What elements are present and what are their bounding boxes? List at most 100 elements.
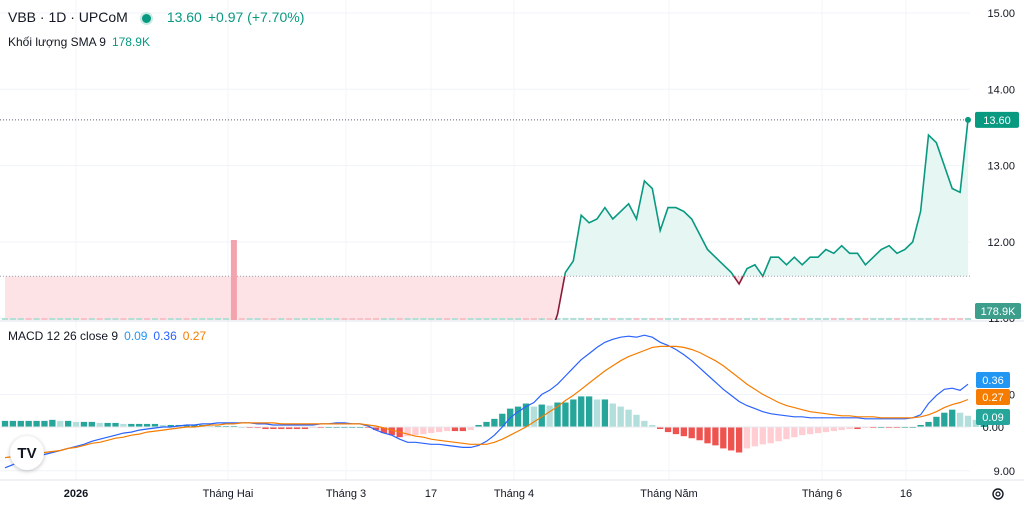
macd-histogram-bar: [530, 406, 538, 427]
macd-histogram-bar: [570, 399, 577, 427]
macd-histogram-bar: [609, 403, 616, 427]
volume-bar: [933, 318, 940, 320]
volume-bar: [641, 318, 648, 320]
price-tag-label: 13.60: [983, 115, 1011, 127]
macd-histogram-bar: [246, 427, 253, 429]
macd-histogram-bar: [964, 415, 972, 427]
tradingview-logo-icon[interactable]: TV: [10, 436, 44, 470]
volume-bar: [325, 318, 332, 320]
volume-bar: [507, 318, 514, 320]
macd-histogram-bar: [388, 427, 395, 436]
macd-histogram-bar: [735, 427, 743, 453]
volume-bar: [562, 318, 569, 320]
symbol-legend[interactable]: VBB · 1D · UPCoM 13.60 +0.97 (+7.70%): [8, 9, 304, 25]
volume-bar: [278, 318, 285, 320]
macd-histogram-bar: [680, 427, 687, 437]
volume-bar: [736, 318, 743, 320]
volume-bar: [665, 318, 672, 320]
volume-bar: [901, 318, 908, 320]
macd-tag-orange-label: 0.27: [982, 392, 1003, 404]
macd-histogram-bar: [9, 420, 17, 427]
price-axis-label: 9.00: [994, 466, 1015, 478]
macd-histogram-bar: [1, 420, 9, 427]
macd-histogram-bar: [846, 427, 853, 430]
macd-histogram-bar: [120, 423, 127, 427]
volume-bar: [254, 318, 261, 320]
volume-bar: [720, 318, 727, 320]
volume-bar: [159, 318, 166, 320]
volume-bar: [688, 318, 695, 320]
macd-histogram-bar: [143, 423, 151, 427]
volume-bar: [341, 318, 348, 320]
macd-histogram-bar: [230, 425, 238, 427]
macd-histogram-bar: [17, 420, 24, 427]
macd-histogram-bar: [917, 424, 924, 427]
x-axis-label: Tháng 4: [494, 488, 534, 500]
volume-bar: [428, 318, 435, 320]
volume-bar: [151, 318, 158, 320]
macd-histogram-bar: [404, 427, 411, 437]
macd-histogram-bar: [309, 427, 317, 429]
macd-histogram-bar: [893, 427, 901, 429]
macd-histogram-bar: [585, 396, 593, 427]
macd-histogram-bar: [767, 427, 774, 444]
macd-histogram-bar: [641, 420, 648, 427]
macd-histogram-bar: [112, 422, 119, 427]
macd-histogram-bar: [159, 424, 167, 427]
volume-bar: [2, 318, 8, 320]
volume-bar: [783, 318, 790, 320]
volume-bar: [759, 318, 766, 320]
volume-bar: [49, 318, 56, 320]
volume-bar: [625, 318, 632, 320]
macd-histogram-bar: [672, 427, 680, 435]
macd-histogram-bar: [870, 427, 877, 429]
volume-bar: [65, 318, 72, 320]
volume-bar: [743, 318, 750, 320]
volume-bar: [609, 318, 616, 320]
macd-histogram-bar: [483, 421, 490, 427]
macd-histogram-bar: [443, 427, 451, 432]
volume-bar: [230, 240, 237, 320]
volume-bar: [88, 318, 95, 320]
volume-bar: [712, 318, 719, 320]
macd-histogram-bar: [499, 413, 506, 427]
market-status-dot-icon: [139, 11, 153, 25]
macd-histogram-bar: [925, 421, 932, 427]
volume-bar: [886, 318, 893, 320]
macd-histogram-bar: [49, 419, 56, 427]
gear-icon[interactable]: [991, 487, 1005, 501]
price-axis-label: 13.00: [987, 161, 1015, 173]
volume-bar: [436, 318, 443, 320]
volume-bar: [633, 318, 640, 320]
macd-histogram-bar: [688, 427, 695, 439]
volume-value: 178.9K: [111, 35, 150, 49]
price-area-up: [564, 119, 968, 277]
price-line-up: [563, 119, 969, 277]
macd-histogram-bar: [578, 396, 585, 427]
volume-bar: [949, 318, 956, 320]
x-axis-label: 17: [425, 488, 437, 500]
volume-bar: [586, 318, 593, 320]
volume-bar: [104, 318, 111, 320]
volume-bar: [649, 318, 656, 320]
macd-value: 0.09: [124, 329, 148, 343]
macd-histogram-bar: [554, 402, 561, 427]
macd-histogram-bar: [972, 419, 980, 427]
volume-bar: [96, 318, 103, 320]
volume-bar: [870, 318, 877, 320]
volume-bar: [854, 318, 861, 320]
volume-bar: [372, 318, 379, 320]
volume-bar: [112, 318, 119, 320]
macd-histogram-bar: [546, 405, 553, 427]
price-area-down: [5, 276, 968, 320]
macd-legend[interactable]: MACD 12 26 close 9 0.09 0.36 0.27: [8, 329, 206, 343]
symbol-title[interactable]: VBB · 1D · UPCoM: [8, 9, 128, 25]
volume-bar: [917, 318, 924, 320]
macd-histogram-bar: [286, 427, 293, 430]
volume-bar: [349, 318, 356, 320]
volume-label: Khối lượng SMA 9: [8, 35, 106, 49]
price-change: +0.97 (+7.70%): [207, 9, 305, 25]
volume-legend[interactable]: Khối lượng SMA 9 178.9K: [8, 35, 150, 49]
macd-histogram-bar: [372, 427, 380, 431]
